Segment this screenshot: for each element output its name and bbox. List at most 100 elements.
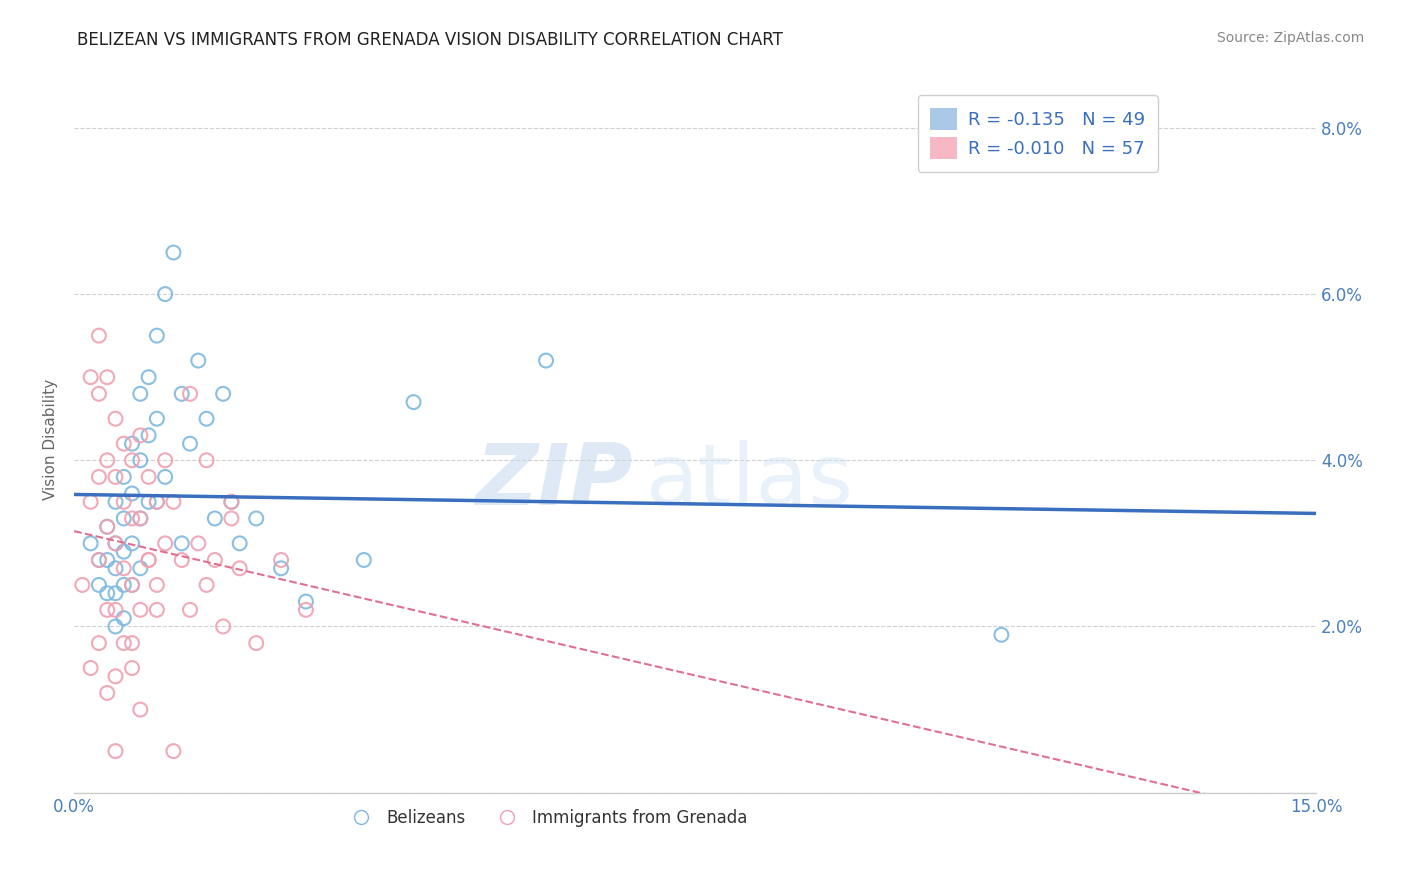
Point (87, 553, 110, 567)
Point (221, 511, 243, 525)
Point (138, 553, 160, 567)
Point (104, 669, 127, 683)
Point (146, 495, 169, 509)
Point (270, 553, 292, 567)
Point (295, 603, 318, 617)
Point (534, 353, 557, 368)
Point (104, 744, 127, 758)
Legend: Belizeans, Immigrants from Grenada: Belizeans, Immigrants from Grenada (337, 803, 754, 834)
Point (170, 553, 193, 567)
Point (162, 495, 184, 509)
Point (187, 353, 209, 368)
Point (179, 603, 201, 617)
Point (72, 578, 94, 592)
Point (121, 578, 143, 592)
Text: Source: ZipAtlas.com: Source: ZipAtlas.com (1216, 31, 1364, 45)
Point (96, 520, 118, 534)
Point (96, 603, 118, 617)
Point (153, 470, 176, 484)
Point (129, 511, 152, 525)
Text: atlas: atlas (645, 441, 853, 524)
Point (129, 511, 152, 525)
Point (146, 603, 169, 617)
Point (104, 603, 127, 617)
Point (121, 511, 143, 525)
Point (121, 436, 143, 450)
Point (121, 578, 143, 592)
Point (129, 453, 152, 467)
Point (129, 702, 152, 716)
Point (195, 453, 218, 467)
Point (104, 536, 127, 550)
Text: ZIP: ZIP (475, 441, 633, 524)
Point (96, 686, 118, 700)
Point (79, 661, 101, 675)
Point (138, 495, 160, 509)
Point (153, 453, 176, 467)
Point (79, 370, 101, 384)
Point (146, 328, 169, 343)
Point (104, 586, 127, 600)
Point (146, 495, 169, 509)
Point (245, 636, 267, 650)
Point (104, 411, 127, 425)
Point (87, 636, 110, 650)
Point (87, 578, 110, 592)
Point (96, 520, 118, 534)
Point (112, 578, 135, 592)
Point (87, 386, 110, 401)
Point (228, 561, 250, 575)
Point (212, 386, 235, 401)
Point (87, 553, 110, 567)
Point (228, 536, 250, 550)
Point (990, 628, 1012, 642)
Point (153, 287, 176, 301)
Point (212, 619, 235, 633)
Point (146, 578, 169, 592)
Point (162, 744, 184, 758)
Point (96, 586, 118, 600)
Point (112, 561, 135, 575)
Point (121, 536, 143, 550)
Point (402, 395, 425, 409)
Point (179, 436, 201, 450)
Point (112, 636, 135, 650)
Point (129, 428, 152, 442)
Point (153, 536, 176, 550)
Point (79, 495, 101, 509)
Point (104, 536, 127, 550)
Point (221, 495, 243, 509)
Point (121, 636, 143, 650)
Point (112, 495, 135, 509)
Y-axis label: Vision Disability: Vision Disability (44, 379, 58, 500)
Point (129, 603, 152, 617)
Point (204, 511, 226, 525)
Point (146, 411, 169, 425)
Point (112, 611, 135, 625)
Point (129, 386, 152, 401)
Point (87, 328, 110, 343)
Point (138, 470, 160, 484)
Point (270, 561, 292, 575)
Point (112, 470, 135, 484)
Point (79, 536, 101, 550)
Point (170, 536, 193, 550)
Point (104, 470, 127, 484)
Point (353, 553, 375, 567)
Point (104, 619, 127, 633)
Point (170, 386, 193, 401)
Point (195, 411, 218, 425)
Point (96, 370, 118, 384)
Point (112, 544, 135, 558)
Point (138, 370, 160, 384)
Text: BELIZEAN VS IMMIGRANTS FROM GRENADA VISION DISABILITY CORRELATION CHART: BELIZEAN VS IMMIGRANTS FROM GRENADA VISI… (77, 31, 783, 49)
Point (129, 561, 152, 575)
Point (245, 511, 267, 525)
Point (104, 561, 127, 575)
Point (96, 553, 118, 567)
Point (162, 245, 184, 260)
Point (138, 428, 160, 442)
Point (96, 453, 118, 467)
Point (204, 553, 226, 567)
Point (295, 594, 318, 608)
